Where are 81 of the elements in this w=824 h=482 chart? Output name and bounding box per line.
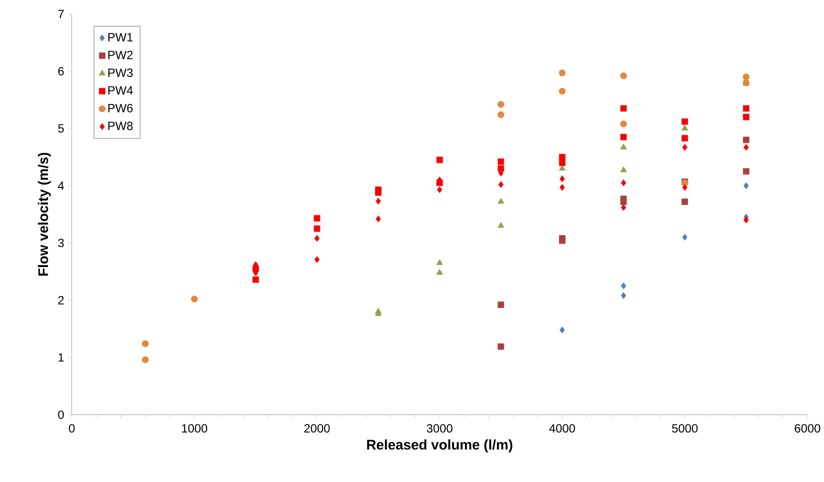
point	[142, 356, 149, 363]
x-axis-title: Released volume (l/m)	[367, 439, 512, 452]
y-tick-label: 6	[58, 66, 64, 76]
point	[620, 292, 626, 299]
x-tick-label: 1000	[182, 424, 208, 432]
point	[744, 182, 749, 189]
y-axis-title: Flow velocity (m/s)	[38, 152, 51, 276]
point	[559, 159, 566, 166]
point	[682, 144, 688, 150]
point	[498, 111, 504, 118]
legend-label: PW8	[108, 121, 133, 130]
point	[682, 134, 688, 142]
point	[314, 225, 320, 232]
point	[620, 166, 627, 172]
point	[620, 143, 627, 150]
point	[376, 215, 381, 222]
point	[142, 340, 149, 347]
point	[620, 72, 627, 79]
point	[558, 69, 566, 76]
y-tick-label: 3	[58, 238, 64, 247]
legend-label: PW1	[108, 32, 133, 42]
point	[682, 234, 688, 240]
point	[620, 134, 627, 140]
point	[314, 234, 320, 242]
point	[191, 295, 198, 302]
point	[742, 168, 750, 174]
y-tick-label: 4	[58, 181, 64, 190]
point	[620, 120, 627, 128]
point	[744, 216, 749, 224]
x-tick-label: 6000	[794, 424, 820, 432]
point	[682, 118, 688, 125]
point	[558, 164, 566, 170]
x-tick-label: 0	[68, 424, 75, 432]
point	[437, 186, 442, 193]
point	[620, 204, 626, 211]
point	[375, 189, 382, 196]
point	[436, 258, 443, 265]
point	[742, 136, 750, 143]
point	[682, 198, 688, 205]
point	[498, 301, 504, 308]
legend-label: PW3	[108, 68, 133, 77]
point	[314, 256, 320, 263]
y-tick-label: 7	[58, 10, 64, 18]
point	[376, 198, 381, 204]
point	[314, 214, 320, 222]
point	[498, 165, 504, 172]
point	[498, 222, 504, 228]
point	[742, 73, 750, 80]
point	[252, 276, 259, 283]
y-tick-label: 5	[58, 124, 64, 132]
point	[498, 158, 504, 165]
point	[742, 105, 750, 112]
legend-label: PW4	[108, 86, 133, 94]
x-tick-label: 2000	[304, 424, 330, 432]
y-tick-label: 1	[58, 353, 64, 362]
x-tick-label: 4000	[549, 424, 576, 432]
point	[744, 144, 749, 150]
point	[498, 198, 504, 204]
y-tick-label: 0	[58, 410, 64, 419]
point	[620, 198, 627, 205]
point	[436, 268, 443, 274]
point	[560, 326, 565, 334]
point	[560, 175, 565, 182]
point	[682, 124, 688, 130]
point	[620, 282, 626, 290]
point	[620, 105, 627, 112]
point	[560, 184, 565, 191]
point	[498, 100, 504, 108]
x-tick-label: 5000	[672, 424, 698, 432]
point	[559, 237, 566, 244]
point	[620, 179, 626, 186]
point	[742, 114, 750, 120]
y-tick-label: 2	[58, 296, 64, 304]
x-tick-label: 3000	[426, 424, 452, 432]
legend-label: PW6	[108, 104, 133, 112]
point	[558, 88, 566, 94]
point	[682, 184, 688, 191]
legend-label: PW2	[108, 50, 133, 59]
point	[498, 343, 504, 350]
point	[498, 180, 504, 188]
point	[436, 156, 443, 163]
